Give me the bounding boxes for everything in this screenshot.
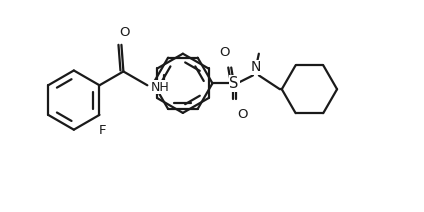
Text: S: S [229,76,239,91]
Text: F: F [99,124,106,137]
Text: NH: NH [150,81,169,94]
Text: O: O [219,46,229,59]
Text: N: N [251,60,261,74]
Text: O: O [237,108,247,121]
Text: O: O [119,26,130,39]
